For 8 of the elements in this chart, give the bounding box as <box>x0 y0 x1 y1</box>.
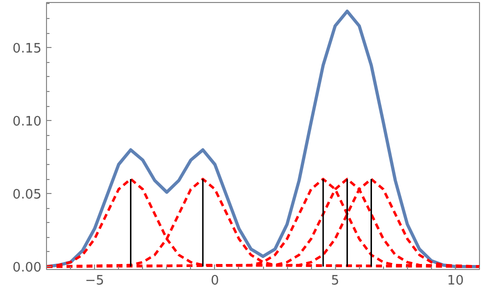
y-tick-label: 0.10 <box>12 114 42 130</box>
x-tick-label: −5 <box>85 274 104 288</box>
x-tick-label: 5 <box>331 274 340 288</box>
y-tick-label: 0.00 <box>12 260 42 276</box>
y-tick-label: 0.15 <box>12 42 42 57</box>
x-tick-label: 0 <box>210 274 220 288</box>
y-tick-label: 0.05 <box>12 188 42 203</box>
x-tick-label: 10 <box>447 274 464 288</box>
